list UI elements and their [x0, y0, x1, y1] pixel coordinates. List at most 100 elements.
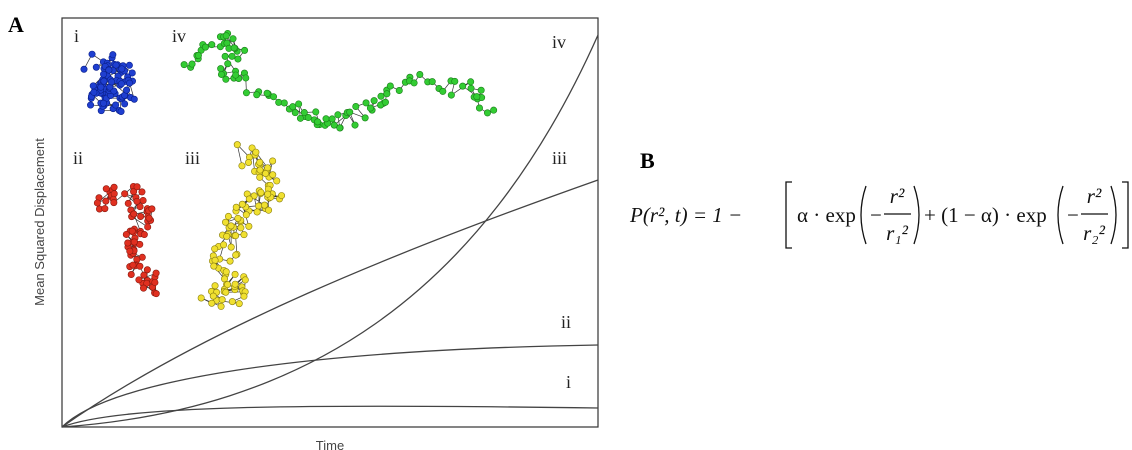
trajectory-point — [245, 159, 251, 165]
trajectory-point — [367, 105, 373, 111]
trajectory-point — [254, 209, 260, 215]
bracket — [1122, 182, 1128, 248]
trajectory-point — [270, 172, 276, 178]
trajectory-point — [270, 94, 276, 100]
trajectory-point — [243, 212, 249, 218]
trajectory-point — [468, 85, 474, 91]
trajectory-point — [323, 116, 329, 122]
trajectory-point — [181, 61, 187, 67]
trajectory-point — [108, 79, 114, 85]
trajectory-point — [131, 96, 137, 102]
trajectory-point — [123, 87, 129, 93]
trajectory-point — [121, 101, 127, 107]
trajectory-point — [229, 298, 235, 304]
paren — [861, 186, 866, 244]
inset-label: ii — [73, 148, 83, 168]
trajectory-point — [337, 125, 343, 131]
trajectory-point — [257, 159, 263, 165]
trajectory-point — [253, 149, 259, 155]
trajectory-point — [232, 232, 238, 238]
trajectory-point — [211, 246, 217, 252]
trajectory-point — [297, 115, 303, 121]
trajectory-point — [102, 205, 108, 211]
trajectory-point — [246, 223, 252, 229]
panel-label: B — [640, 148, 655, 173]
trajectory-point — [467, 79, 473, 85]
trajectory-point — [396, 87, 402, 93]
trajectory-point — [243, 90, 249, 96]
trajectory-point — [224, 233, 230, 239]
trajectory-point — [264, 191, 270, 197]
trajectory-point — [137, 213, 143, 219]
trajectory-point — [258, 189, 264, 195]
trajectory-point — [230, 36, 236, 42]
trajectory-point — [118, 81, 124, 87]
trajectory-point — [382, 99, 388, 105]
trajectory-point — [211, 263, 217, 269]
trajectory-point — [235, 215, 241, 221]
trajectory-point — [222, 53, 228, 59]
formula-term: + (1 − α) · exp — [924, 203, 1047, 227]
inset-label: iv — [172, 26, 186, 46]
trajectory-point — [146, 215, 152, 221]
trajectory-point — [229, 53, 235, 59]
trajectory-point — [314, 119, 320, 125]
trajectory-point — [223, 33, 229, 39]
trajectory-point — [198, 295, 204, 301]
trajectory-point — [137, 263, 143, 269]
trajectory-point — [139, 189, 145, 195]
inset-label: i — [74, 26, 79, 46]
trajectory-point — [474, 93, 480, 99]
trajectory-point — [292, 109, 298, 115]
trajectory-point — [126, 62, 132, 68]
trajectory-point — [129, 228, 135, 234]
trajectory-point — [335, 112, 341, 118]
trajectory-point — [212, 283, 218, 289]
trajectory-point — [130, 262, 136, 268]
formula-lhs: P(r², t) = 1 − — [629, 203, 742, 227]
trajectory-point — [81, 66, 87, 72]
trajectory-point — [232, 72, 238, 78]
formula-denominator: r₁² — [886, 221, 908, 245]
trajectory-point — [144, 224, 150, 230]
trajectory-point — [209, 41, 215, 47]
trajectory-point — [106, 67, 112, 73]
formula-sign: − — [870, 203, 882, 227]
trajectory-point — [127, 248, 133, 254]
trajectory-point — [93, 64, 99, 70]
trajectory-point — [232, 271, 238, 277]
trajectory-point — [220, 242, 226, 248]
trajectory-point — [223, 289, 229, 295]
trajectory-point — [87, 102, 93, 108]
trajectory-point — [189, 61, 195, 67]
trajectory-point — [241, 47, 247, 53]
y-axis-label: Mean Squared Displacement — [32, 138, 47, 306]
trajectory-point — [223, 76, 229, 82]
inset-label: iii — [185, 148, 200, 168]
trajectory-point — [301, 109, 307, 115]
trajectory-point — [241, 231, 247, 237]
trajectory-point — [141, 231, 147, 237]
trajectory-point — [484, 110, 490, 116]
x-axis-label: Time — [316, 438, 344, 450]
trajectory-point — [295, 101, 301, 107]
trajectory-point — [235, 56, 241, 62]
curve-label: iii — [552, 148, 567, 168]
trajectory-point — [254, 92, 260, 98]
trajectory-point — [90, 83, 96, 89]
trajectory-point — [153, 270, 159, 276]
trajectory-point — [233, 204, 239, 210]
trajectory-point — [110, 51, 116, 57]
trajectory-point — [91, 89, 97, 95]
trajectory-point — [219, 296, 225, 302]
trajectory-point — [118, 108, 124, 114]
trajectory-point — [125, 240, 131, 246]
trajectory-point — [261, 202, 267, 208]
trajectory-point — [123, 231, 129, 237]
trajectory-point — [131, 211, 137, 217]
trajectory-point — [236, 300, 242, 306]
trajectory-point — [362, 115, 368, 121]
trajectory-point — [103, 186, 109, 192]
trajectory-point — [224, 281, 230, 287]
trajectory-point — [459, 83, 465, 89]
